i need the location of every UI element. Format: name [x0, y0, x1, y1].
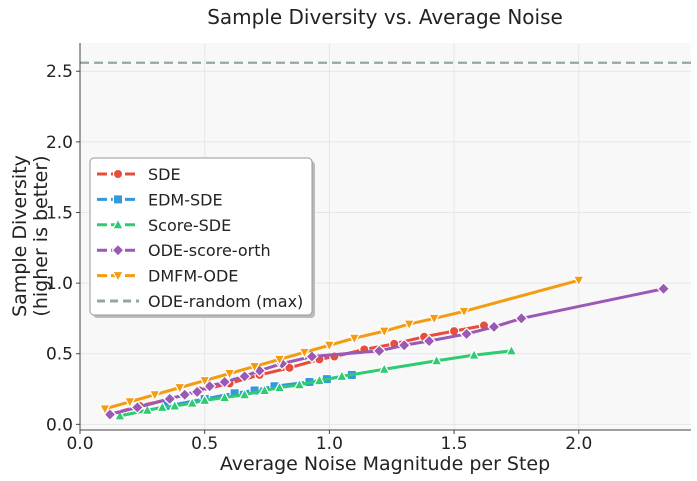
data-point-dmfm-ode: [148, 389, 161, 402]
data-point-ode-score-orth: [656, 282, 671, 296]
data-point-ode-score-orth: [178, 388, 192, 402]
data-point-score-sde: [273, 380, 286, 393]
data-point-ode-score-orth: [130, 400, 145, 415]
data-point-score-sde: [238, 387, 251, 400]
data-point-score-sde: [313, 373, 326, 386]
legend-marker: [112, 194, 124, 205]
data-point-ode-score-orth: [305, 349, 319, 364]
y-axis-label-line-1: Sample Diversity: [9, 155, 31, 317]
series-line-dmfm-ode: [103, 278, 581, 411]
x-tick-label: 1.0: [316, 434, 343, 454]
data-point-score-sde: [168, 399, 181, 411]
data-point-ode-score-orth: [372, 344, 386, 358]
data-point-dmfm-ode: [403, 319, 416, 331]
data-point-score-sde: [430, 353, 443, 366]
data-point-dmfm-ode: [123, 397, 136, 409]
y-tick-label: 0.0: [46, 415, 73, 435]
data-point-ode-score-orth: [163, 392, 177, 406]
data-point-dmfm-ode: [198, 375, 211, 388]
data-point-score-sde: [186, 396, 199, 408]
legend-marker: [111, 217, 125, 230]
data-point-score-sde: [293, 377, 306, 390]
data-point-score-sde: [198, 393, 211, 406]
x-axis-label: Average Noise Magnitude per Step: [220, 453, 550, 475]
legend-marker: [112, 168, 124, 180]
legend-label: Score-SDE: [148, 216, 231, 235]
data-point-score-sde: [258, 383, 271, 396]
y-tick-label: 1.5: [46, 203, 73, 223]
data-point-ode-score-orth: [487, 320, 501, 334]
data-point-dmfm-ode: [248, 361, 261, 374]
data-point-dmfm-ode: [273, 354, 286, 367]
legend-item-ode-random-max: ODE-random (max): [97, 292, 303, 311]
data-point-ode-score-orth: [459, 327, 474, 341]
data-point-score-sde: [141, 403, 154, 415]
data-point-score-sde: [218, 390, 231, 403]
legend-item-dmfm-ode: DMFM-ODE: [97, 267, 238, 286]
data-point-ode-score-orth: [190, 385, 204, 399]
y-axis-label-line-2: (higher is better): [30, 155, 52, 316]
data-point-ode-score-orth: [514, 311, 529, 326]
data-point-dmfm-ode: [457, 306, 471, 319]
data-point-ode-score-orth: [397, 338, 411, 352]
legend-item-score-sde: Score-SDE: [97, 216, 231, 235]
x-tick-label: 1.5: [441, 434, 468, 454]
y-tick-label: 2.5: [46, 62, 73, 82]
axes: [79, 43, 691, 431]
y-tick-label: 1.0: [46, 274, 73, 294]
y-tick-label: 2.0: [46, 133, 73, 153]
legend-marker: [111, 243, 125, 257]
legend-item-edm-sde: EDM-SDE: [97, 190, 223, 209]
legend-item-ode-score-orth: ODE-score-orth: [97, 241, 271, 260]
data-point-dmfm-ode: [348, 333, 361, 346]
data-point-ode-score-orth: [422, 334, 436, 348]
x-tick-label: 0.0: [66, 434, 93, 454]
data-point-dmfm-ode: [428, 313, 441, 326]
data-point-ode-score-orth: [237, 369, 252, 383]
data-point-dmfm-ode: [223, 368, 236, 381]
data-point-dmfm-ode: [98, 404, 112, 416]
x-tick-label: 0.5: [191, 434, 218, 454]
data-point-dmfm-ode: [378, 326, 391, 339]
y-tick-label: 0.5: [46, 345, 73, 365]
data-point-score-sde: [156, 400, 169, 413]
data-point-ode-score-orth: [217, 375, 232, 389]
data-point-score-sde: [113, 408, 126, 421]
legend-label: EDM-SDE: [148, 190, 223, 209]
legend-box: [89, 157, 313, 316]
y-ticks: 0.0 0.5 1.0 1.5 2.0 2.5: [46, 62, 80, 435]
data-point-dmfm-ode: [173, 382, 186, 395]
series-group: [98, 275, 671, 422]
legend-label: ODE-score-orth: [148, 241, 271, 260]
legend-label: SDE: [148, 165, 181, 184]
data-point-edm-sde: [229, 388, 240, 399]
data-point-score-sde: [335, 369, 348, 382]
legend-label: DMFM-ODE: [148, 267, 238, 286]
chart-title: Sample Diversity vs. Average Noise: [207, 5, 563, 29]
data-point-score-sde: [378, 362, 391, 374]
x-ticks: 0.0 0.5 1.0 1.5 2.0: [66, 430, 592, 454]
legend-label: ODE-random (max): [148, 292, 303, 311]
data-point-dmfm-ode: [572, 275, 585, 288]
legend-marker: [111, 270, 125, 283]
x-tick-label: 2.0: [565, 434, 592, 454]
legend: SDE EDM-SDE Score-SDE ODE-score-orth DMFM-OD…: [89, 157, 315, 318]
data-point-dmfm-ode: [323, 340, 336, 353]
data-point-dmfm-ode: [298, 347, 311, 360]
data-point-score-sde: [505, 344, 518, 356]
series-dmfm-ode: [98, 275, 585, 416]
legend-item-sde: SDE: [97, 165, 181, 184]
data-point-score-sde: [467, 348, 481, 360]
series-score-sde: [113, 344, 518, 421]
